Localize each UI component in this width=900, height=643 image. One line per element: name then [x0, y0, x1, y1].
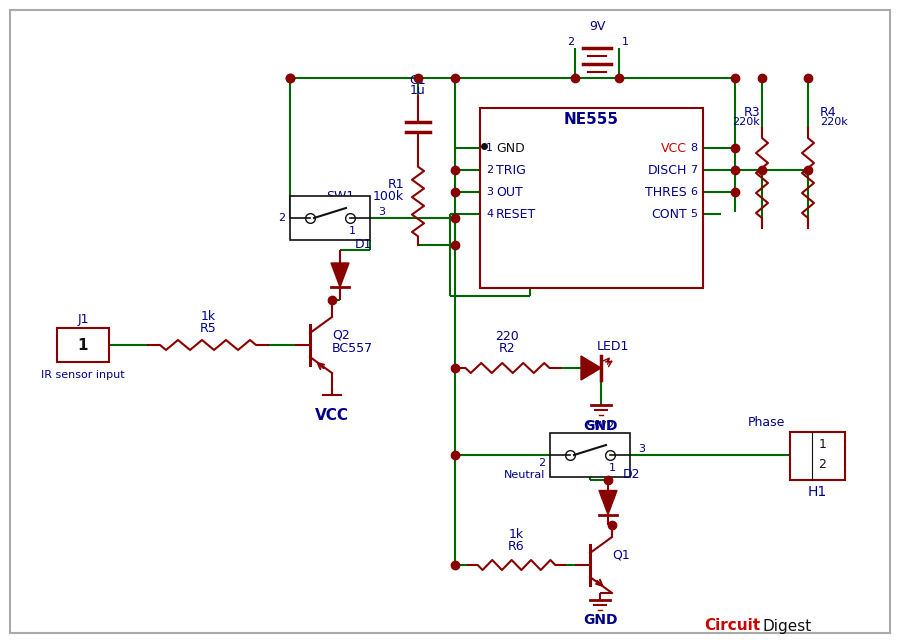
Text: GND: GND — [583, 613, 617, 627]
Text: Q1: Q1 — [612, 548, 630, 561]
Text: CONT: CONT — [652, 208, 687, 221]
Text: 3: 3 — [378, 207, 385, 217]
Text: R5: R5 — [200, 323, 216, 336]
Text: NE555: NE555 — [563, 113, 618, 127]
Text: R6: R6 — [508, 541, 525, 554]
Text: 1: 1 — [608, 463, 616, 473]
Text: Neutral: Neutral — [504, 470, 545, 480]
Text: OUT: OUT — [496, 185, 523, 199]
Text: J1: J1 — [77, 312, 89, 325]
Text: R1: R1 — [387, 179, 404, 192]
Text: R4: R4 — [820, 105, 837, 118]
Polygon shape — [331, 263, 349, 287]
Text: R2: R2 — [499, 341, 516, 354]
Text: D1: D1 — [355, 239, 373, 251]
Text: 1: 1 — [486, 143, 493, 153]
Text: SW2: SW2 — [586, 421, 614, 433]
Bar — [290, 196, 370, 240]
Text: 6: 6 — [690, 187, 697, 197]
Text: 2: 2 — [819, 458, 826, 471]
Text: BC557: BC557 — [332, 343, 374, 356]
Text: RESET: RESET — [496, 208, 536, 221]
Text: 100k: 100k — [373, 190, 404, 203]
Text: IR sensor input: IR sensor input — [41, 370, 125, 380]
Text: 1k: 1k — [508, 529, 524, 541]
Text: 4: 4 — [486, 209, 493, 219]
Text: R3: R3 — [743, 105, 760, 118]
Text: VCC: VCC — [661, 141, 687, 154]
Bar — [57, 328, 109, 362]
Text: 220: 220 — [495, 329, 519, 343]
Text: C1: C1 — [410, 73, 427, 87]
Text: 220k: 220k — [733, 117, 760, 127]
Text: 9V: 9V — [589, 19, 605, 33]
Text: Q2: Q2 — [332, 329, 350, 341]
Text: GND: GND — [496, 141, 525, 154]
Text: 2: 2 — [567, 37, 574, 47]
Text: VCC: VCC — [315, 408, 349, 422]
Text: TRIG: TRIG — [496, 163, 526, 176]
Text: H1: H1 — [808, 485, 827, 499]
Text: LED1: LED1 — [597, 340, 629, 352]
Text: 2: 2 — [538, 458, 545, 468]
Text: 1: 1 — [819, 439, 826, 451]
Text: 7: 7 — [690, 165, 697, 175]
Text: Digest: Digest — [762, 619, 811, 633]
Text: 1: 1 — [348, 226, 356, 236]
Text: 3: 3 — [486, 187, 493, 197]
Polygon shape — [599, 491, 617, 514]
Text: THRES: THRES — [645, 185, 687, 199]
Bar — [550, 433, 630, 477]
Text: Circuit: Circuit — [704, 619, 760, 633]
Text: 220k: 220k — [820, 117, 848, 127]
Text: SW1: SW1 — [326, 190, 354, 203]
Text: 2: 2 — [486, 165, 493, 175]
Text: Phase: Phase — [748, 415, 785, 428]
Text: 2: 2 — [278, 213, 285, 223]
Text: DISCH: DISCH — [648, 163, 687, 176]
Text: 1u: 1u — [410, 84, 426, 96]
Text: 3: 3 — [638, 444, 645, 454]
Bar — [790, 432, 845, 480]
Text: 1k: 1k — [201, 311, 216, 323]
Text: 5: 5 — [690, 209, 697, 219]
Text: 1: 1 — [622, 37, 628, 47]
Polygon shape — [581, 356, 601, 380]
Text: D2: D2 — [623, 469, 641, 482]
Bar — [480, 108, 703, 288]
Text: 1: 1 — [77, 338, 88, 352]
Text: GND: GND — [584, 419, 618, 433]
Text: 8: 8 — [690, 143, 697, 153]
